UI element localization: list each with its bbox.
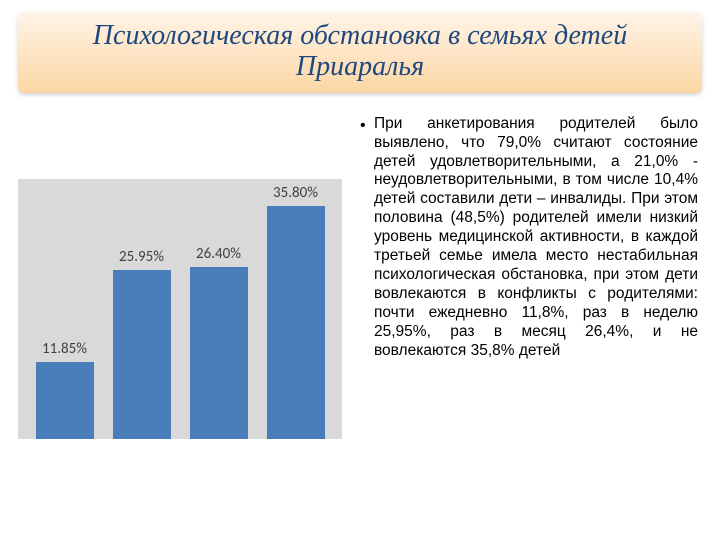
body-text: При анкетирования родителей было выявлен…: [374, 115, 698, 439]
bar-labels: 11.85% 25.95% 26.40% 35.80%: [18, 179, 342, 439]
bar-label-0: 11.85%: [36, 179, 94, 439]
title-box: Психологическая обстановка в семьях дете…: [18, 12, 702, 93]
body-text-block: • При анкетирования родителей было выявл…: [360, 115, 698, 439]
bar-chart: 11.85% 25.95% 26.40% 35.80%: [12, 129, 342, 439]
bullet-icon: •: [360, 115, 374, 439]
bar-label-3: 35.80%: [267, 179, 325, 439]
bar-label-1: 25.95%: [113, 179, 171, 439]
content-row: 11.85% 25.95% 26.40% 35.80% • При анкети…: [0, 93, 720, 439]
slide: Психологическая обстановка в семьях дете…: [0, 12, 720, 552]
bar-label-2: 26.40%: [190, 179, 248, 439]
slide-title: Психологическая обстановка в семьях дете…: [34, 20, 686, 83]
